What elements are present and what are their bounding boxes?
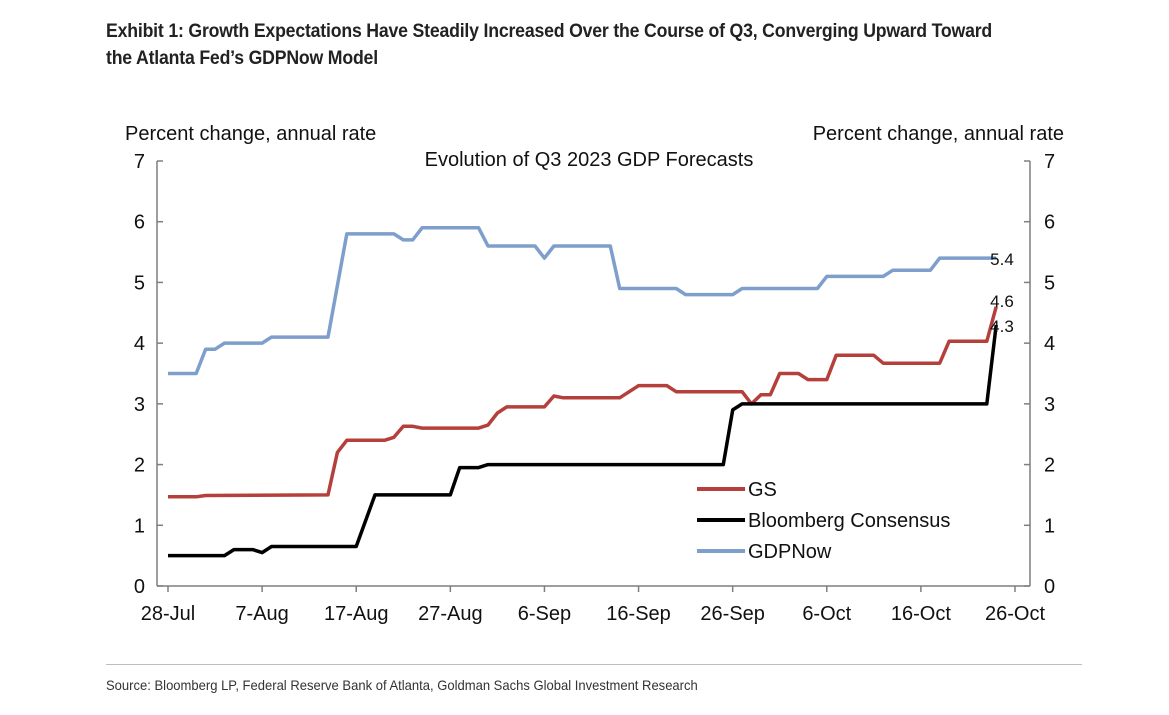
y-tick-label-left: 4 [134, 333, 145, 355]
x-tick-label: 28-Jul [141, 603, 195, 625]
y-axis-label-right: Percent change, annual rate [813, 123, 1064, 145]
y-tick-label-right: 6 [1044, 212, 1055, 234]
y-tick-label-right: 0 [1044, 576, 1055, 598]
end-label-gs: 4.6 [990, 292, 1014, 311]
y-tick-label-right: 7 [1044, 151, 1055, 173]
x-tick-label: 16-Sep [606, 603, 671, 625]
y-tick-label-left: 0 [134, 576, 145, 598]
y-tick-label-left: 5 [134, 272, 145, 294]
y-tick-label-right: 4 [1044, 333, 1055, 355]
legend-label-gs: GS [748, 479, 777, 501]
series-line-gs [168, 306, 998, 499]
y-tick-label-right: 1 [1044, 515, 1055, 537]
end-label-gdpnow: 5.4 [990, 250, 1014, 269]
x-tick-label: 6-Sep [518, 603, 571, 625]
chart-title: Evolution of Q3 2023 GDP Forecasts [425, 149, 754, 171]
y-tick-label-right: 2 [1044, 455, 1055, 477]
series-line-gdpnow [168, 226, 997, 376]
y-tick-label-left: 7 [134, 151, 145, 173]
end-label-bloomberg-consensus: 4.3 [990, 317, 1014, 336]
y-tick-label-right: 5 [1044, 272, 1055, 294]
x-tick-label: 26-Sep [700, 603, 765, 625]
y-tick-label-left: 1 [134, 515, 145, 537]
x-tick-label: 7-Aug [235, 603, 288, 625]
exhibit-title: Exhibit 1: Growth Expectations Have Stea… [106, 21, 993, 69]
source-note: Source: Bloomberg LP, Federal Reserve Ba… [106, 677, 698, 693]
y-axis-label-left: Percent change, annual rate [125, 123, 376, 145]
x-tick-label: 17-Aug [324, 603, 389, 625]
legend-label-bloomberg-consensus: Bloomberg Consensus [748, 510, 950, 532]
legend-label-gdpnow: GDPNow [748, 541, 832, 563]
footer-divider [106, 664, 1082, 665]
x-tick-label: 27-Aug [418, 603, 483, 625]
y-tick-label-left: 3 [134, 394, 145, 416]
y-tick-label-left: 6 [134, 212, 145, 234]
series-line-bloomberg-consensus [168, 324, 998, 558]
y-tick-label-right: 3 [1044, 394, 1055, 416]
x-tick-label: 16-Oct [891, 603, 951, 625]
y-tick-label-left: 2 [134, 455, 145, 477]
x-tick-label: 6-Oct [802, 603, 851, 625]
x-tick-label: 26-Oct [985, 603, 1045, 625]
